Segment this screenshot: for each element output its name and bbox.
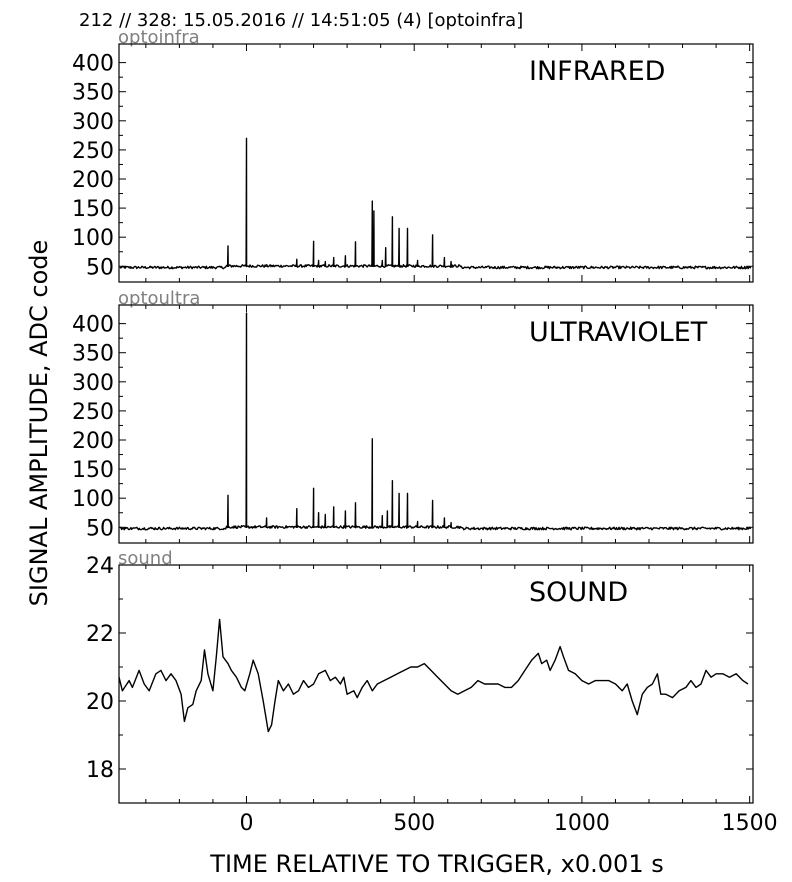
y-tick-label: 250 <box>72 139 114 164</box>
panel-annotation: INFRARED <box>529 56 665 87</box>
series-line <box>119 312 752 531</box>
panel-title: sound <box>118 548 173 569</box>
y-tick-label: 300 <box>72 371 114 396</box>
panel-sound: sound 18 20 22 24 0 500 1000 1500 SOUND <box>86 548 778 836</box>
y-tick-label: 400 <box>72 52 114 77</box>
y-tick-label: 250 <box>72 400 114 425</box>
y-tick-label: 150 <box>72 197 114 222</box>
panel-title: optoinfra <box>118 27 200 48</box>
x-tick-label: 500 <box>393 811 435 836</box>
y-tick-label: 18 <box>86 758 114 783</box>
y-tick-label: 200 <box>72 429 114 454</box>
chart-header: 212 // 328: 15.05.2016 // 14:51:05 (4) [… <box>79 10 523 31</box>
x-tick-label: 0 <box>239 811 253 836</box>
y-tick-label: 50 <box>86 516 114 541</box>
y-tick-label: 300 <box>72 110 114 135</box>
y-tick-label: 50 <box>86 255 114 280</box>
y-tick-label: 350 <box>72 81 114 106</box>
series-line <box>119 137 752 270</box>
y-tick-label: 350 <box>72 342 114 367</box>
y-tick-label: 150 <box>72 458 114 483</box>
y-tick-label: 22 <box>86 622 114 647</box>
plot-frame <box>118 304 754 544</box>
y-tick-label: 24 <box>86 554 114 579</box>
x-tick-label: 1500 <box>722 811 778 836</box>
plot-frame <box>118 43 754 283</box>
panel-annotation: SOUND <box>529 577 628 608</box>
y-tick-label: 100 <box>72 487 114 512</box>
y-tick-label: 100 <box>72 226 114 251</box>
panel-annotation: ULTRAVIOLET <box>529 317 708 348</box>
panel-ultraviolet: optoultra 50 100 150 200 250 300 350 400 ULTRAVIO… <box>72 288 754 544</box>
y-tick-label: 200 <box>72 168 114 193</box>
x-axis-label: TIME RELATIVE TO TRIGGER, x0.001 s <box>209 850 663 878</box>
series-line <box>118 618 749 733</box>
x-tick-label: 1000 <box>554 811 610 836</box>
panel-infrared: optoinfra 50 100 150 200 250 300 350 400 INFRARED <box>72 27 754 283</box>
y-tick-label: 20 <box>86 690 114 715</box>
plot-frame <box>118 564 754 804</box>
y-axis-label: SIGNAL AMPLITUDE, ADC code <box>25 240 53 607</box>
panel-title: optoultra <box>118 288 200 309</box>
y-tick-label: 400 <box>72 313 114 338</box>
